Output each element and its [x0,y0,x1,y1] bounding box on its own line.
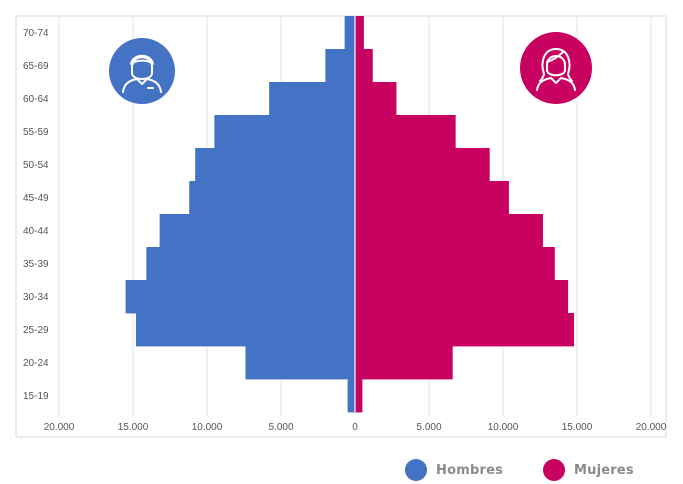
age-label-55-59: 55-59 [23,127,49,138]
bar-mujeres-25-29 [355,313,575,347]
bar-mujeres-40-44 [355,214,543,248]
bar-hombres-30-34 [125,280,355,314]
bar-mujeres-45-49 [355,181,509,215]
bar-mujeres-50-54 [355,148,490,182]
plot-border [15,15,667,438]
bar-hombres-55-59 [214,115,355,149]
bar-hombres-15-19 [347,379,355,413]
bar-mujeres-15-19 [355,379,363,413]
x-tick-label: 20.000 [636,422,667,433]
x-tick-label: 15.000 [118,422,149,433]
x-tick-label: 0 [352,422,358,433]
legend-item-hombres: Hombres [405,456,503,484]
bar-hombres-60-64 [269,82,355,116]
age-label-30-34: 30-34 [23,292,49,303]
age-label-45-49: 45-49 [23,193,49,204]
bar-hombres-45-49 [189,181,355,215]
age-label-70-74: 70-74 [23,28,49,39]
woman-avatar-icon [520,32,592,104]
legend-swatch-hombres [405,459,427,481]
x-tick-label: 10.000 [488,422,519,433]
bar-hombres-50-54 [195,148,355,182]
legend-label-hombres: Hombres [436,462,504,478]
bar-mujeres-65-69 [355,49,373,83]
man-avatar-icon [109,38,175,104]
bar-mujeres-55-59 [355,115,456,149]
bar-hombres-40-44 [159,214,355,248]
age-label-25-29: 25-29 [23,325,49,336]
bar-mujeres-35-39 [355,247,555,281]
bar-mujeres-60-64 [355,82,397,116]
x-axis-tick-labels: 20.000 15.000 10.000 5.000 0 5.000 10.000 15.00… [44,422,667,433]
bar-mujeres-70-74 [355,16,364,50]
age-label-15-19: 15-19 [23,391,49,402]
x-tick-label: 10.000 [192,422,223,433]
legend-swatch-mujeres [543,459,565,481]
age-label-50-54: 50-54 [23,160,49,171]
age-label-20-24: 20-24 [23,358,49,369]
age-label-35-39: 35-39 [23,259,49,270]
age-label-65-69: 65-69 [23,61,49,72]
legend-item-mujeres: Mujeres [543,456,634,484]
legend-label-mujeres: Mujeres [574,462,634,478]
bar-hombres-65-69 [325,49,355,83]
x-tick-label: 15.000 [562,422,593,433]
x-tick-label: 5.000 [416,422,441,433]
bar-hombres-25-29 [135,313,355,347]
bars-group [125,16,575,413]
age-label-60-64: 60-64 [23,94,49,105]
bar-mujeres-20-24 [355,346,453,380]
bar-hombres-70-74 [344,16,355,50]
bar-hombres-35-39 [146,247,355,281]
x-tick-label: 20.000 [44,422,75,433]
x-tick-label: 5.000 [268,422,293,433]
bar-mujeres-30-34 [355,280,569,314]
age-label-40-44: 40-44 [23,226,49,237]
age-group-labels: 70-74 65-69 60-64 55-59 50-54 45-49 40-44 35-39… [23,28,49,402]
bar-hombres-20-24 [245,346,355,380]
